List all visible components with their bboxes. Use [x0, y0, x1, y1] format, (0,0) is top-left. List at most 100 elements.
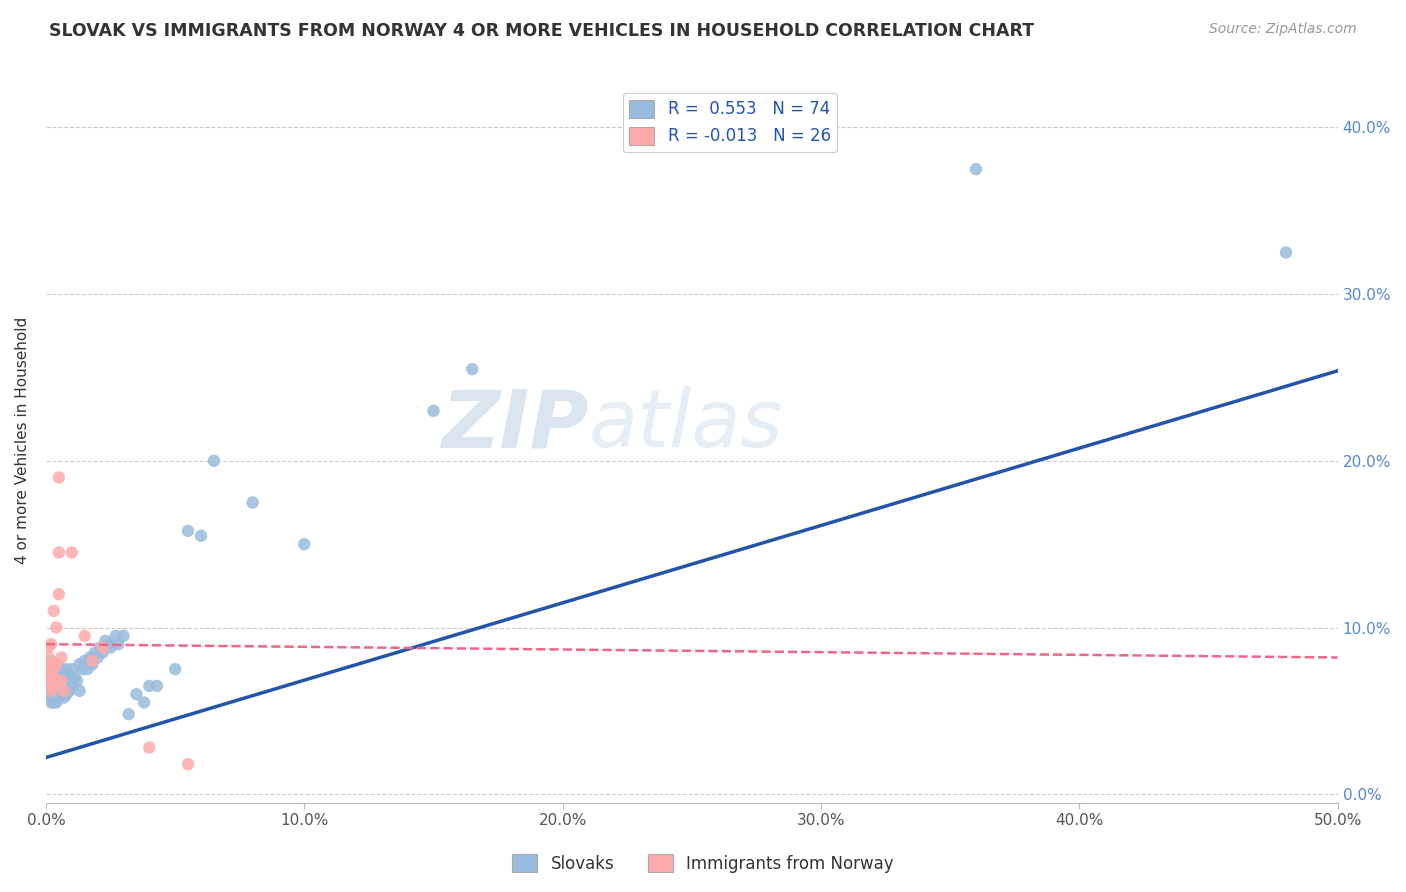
Point [89, 640, 111, 655]
Point [45, 620, 67, 634]
Point [53, 667, 76, 681]
Point [38, 662, 60, 676]
Point [117, 707, 139, 722]
Point [42, 679, 65, 693]
Point [91, 646, 114, 660]
Point [42, 604, 65, 618]
Point [84, 646, 107, 660]
Point [60, 679, 83, 693]
Point [69, 657, 91, 672]
Point [55, 687, 77, 701]
Point [76, 662, 98, 676]
Point [45, 671, 67, 685]
Point [82, 657, 104, 672]
Point [48, 470, 70, 484]
Point [45, 687, 67, 701]
Point [39, 671, 62, 685]
Point [39, 662, 62, 676]
Point [38, 673, 60, 688]
Point [38, 687, 60, 701]
Point [73, 654, 96, 668]
Text: SLOVAK VS IMMIGRANTS FROM NORWAY 4 OR MORE VEHICLES IN HOUSEHOLD CORRELATION CHA: SLOVAK VS IMMIGRANTS FROM NORWAY 4 OR MO… [49, 22, 1035, 40]
Point [55, 662, 77, 676]
Point [42, 657, 65, 672]
Point [39, 654, 62, 668]
Point [100, 640, 122, 655]
Point [63, 671, 86, 685]
Point [134, 696, 156, 710]
Point [51, 673, 73, 688]
Point [38, 650, 60, 665]
Point [39, 687, 62, 701]
Point [39, 679, 62, 693]
Point [112, 629, 135, 643]
Point [48, 683, 70, 698]
Point [45, 696, 67, 710]
Point [51, 679, 73, 693]
Point [42, 667, 65, 681]
Point [1275, 245, 1298, 260]
Point [48, 545, 70, 559]
Point [42, 673, 65, 688]
Point [146, 679, 169, 693]
Point [45, 673, 67, 688]
Point [177, 757, 200, 772]
Point [69, 683, 91, 698]
Point [461, 362, 484, 376]
Text: atlas: atlas [589, 386, 783, 465]
Point [86, 650, 108, 665]
Text: ZIP: ZIP [441, 386, 589, 465]
Point [48, 587, 70, 601]
Point [42, 683, 65, 698]
Point [42, 662, 65, 676]
Point [82, 654, 104, 668]
Point [42, 679, 65, 693]
Point [94, 633, 117, 648]
Point [53, 690, 76, 705]
Point [45, 662, 67, 676]
Point [97, 637, 120, 651]
Point [177, 524, 200, 538]
Point [48, 673, 70, 688]
Point [38, 679, 60, 693]
Point [202, 454, 225, 468]
Point [39, 637, 62, 651]
Point [60, 662, 83, 676]
Point [53, 683, 76, 698]
Point [38, 671, 60, 685]
Point [58, 683, 80, 698]
Point [125, 687, 148, 701]
Point [58, 671, 80, 685]
Point [242, 495, 264, 509]
Point [48, 662, 70, 676]
Text: Source: ZipAtlas.com: Source: ZipAtlas.com [1209, 22, 1357, 37]
Point [70, 662, 93, 676]
Point [66, 673, 89, 688]
Point [48, 690, 70, 705]
Legend: R =  0.553   N = 74, R = -0.013   N = 26: R = 0.553 N = 74, R = -0.013 N = 26 [623, 93, 838, 152]
Point [53, 679, 76, 693]
Point [190, 529, 212, 543]
Point [60, 545, 83, 559]
Point [79, 650, 101, 665]
Point [138, 679, 160, 693]
Point [38, 640, 60, 655]
Point [39, 696, 62, 710]
Point [51, 687, 73, 701]
Point [104, 629, 127, 643]
Point [51, 662, 73, 676]
Point [38, 662, 60, 676]
Point [45, 657, 67, 672]
Point [39, 671, 62, 685]
Point [91, 640, 114, 655]
Y-axis label: 4 or more Vehicles in Household: 4 or more Vehicles in Household [15, 317, 30, 564]
Point [51, 671, 73, 685]
Point [165, 662, 187, 676]
Legend: Slovaks, Immigrants from Norway: Slovaks, Immigrants from Norway [506, 847, 900, 880]
Point [42, 696, 65, 710]
Point [965, 162, 987, 177]
Point [138, 740, 160, 755]
Point [39, 683, 62, 698]
Point [42, 690, 65, 705]
Point [39, 657, 62, 672]
